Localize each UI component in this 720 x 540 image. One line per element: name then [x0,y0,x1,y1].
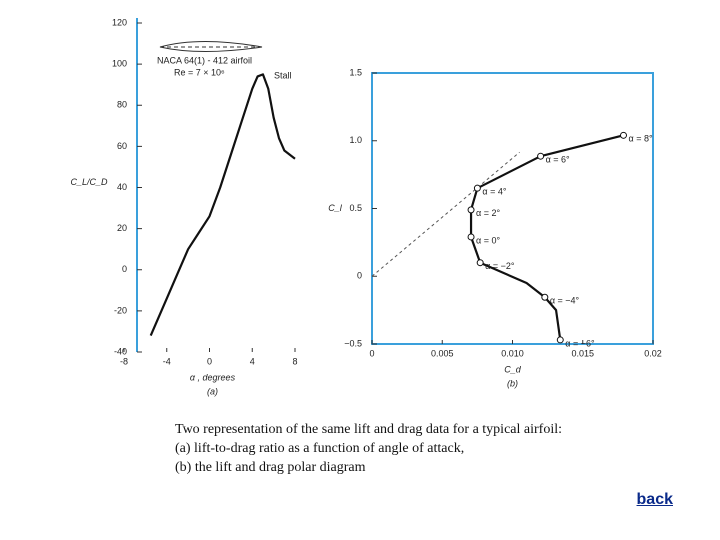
alpha-label: α = 0° [476,235,500,245]
y-axis-label: C_l [328,203,343,213]
data-line [149,73,296,336]
y-tick-label: 60 [117,141,127,151]
alpha-marker [473,184,481,192]
x-tick-label: 0 [369,348,374,358]
reynolds-label: Re = 7 × 10⁶ [174,67,225,77]
y-tick-label: 120 [112,17,127,27]
y-tick-label: 80 [117,100,127,110]
stall-label: Stall [274,70,292,80]
y-axis-label: C_L/C_D [70,177,108,187]
panel-label: (b) [507,378,518,388]
y-tick-label: 0 [122,264,127,274]
tangent-line [371,151,520,277]
alpha-marker [556,336,564,344]
alpha-marker [541,293,549,301]
alpha-label: α = −6° [565,338,595,348]
alpha-marker [476,259,484,267]
y-tick-label: 1.0 [349,135,362,145]
back-link[interactable]: back [636,491,673,508]
airfoil-title: NACA 64(1) - 412 airfoil [157,55,252,65]
x-tick-label: 0.02 [644,348,662,358]
alpha-label: α = 2° [476,208,500,218]
x-tick-label: 4 [250,356,255,366]
y-tick-label: -20 [114,305,127,315]
alpha-label: α = 6° [546,155,570,165]
x-tick-label: 0 [207,356,212,366]
alpha-marker [619,131,627,139]
alpha-label: α = −2° [485,261,515,271]
x-tick-label: 0.015 [571,348,594,358]
y-tick-label: 100 [112,59,127,69]
x-tick-label: -8 [120,356,128,366]
alpha-marker [537,152,545,160]
y-tick-label: -40 [114,346,127,356]
y-tick-label: 40 [117,182,127,192]
panel-label: (a) [207,386,218,396]
y-tick-label: −0.5 [344,338,362,348]
caption: Two representation of the same lift and … [175,420,562,477]
caption-line: Two representation of the same lift and … [175,422,562,437]
alpha-label: α = 4° [482,187,506,197]
x-axis-label: α , degrees [190,372,236,382]
alpha-marker [467,233,475,241]
x-axis-label: C_d [504,364,522,374]
y-tick-label: 0.5 [349,203,362,213]
y-tick-label: 20 [117,223,127,233]
caption-line: (a) lift-to-drag ratio as a function of … [175,441,465,456]
x-tick-label: 8 [292,356,297,366]
y-tick-label: 1.5 [349,67,362,77]
y-tick-label: 0 [357,271,362,281]
data-line [469,134,624,341]
x-tick-label: -4 [163,356,171,366]
caption-line: (b) the lift and drag polar diagram [175,460,366,475]
x-tick-label: 0.005 [431,348,454,358]
alpha-label: α = 8° [628,134,652,144]
x-tick-label: 0.010 [501,348,524,358]
plot-frame [371,72,654,345]
alpha-marker [467,206,475,214]
alpha-label: α = −4° [550,296,580,306]
